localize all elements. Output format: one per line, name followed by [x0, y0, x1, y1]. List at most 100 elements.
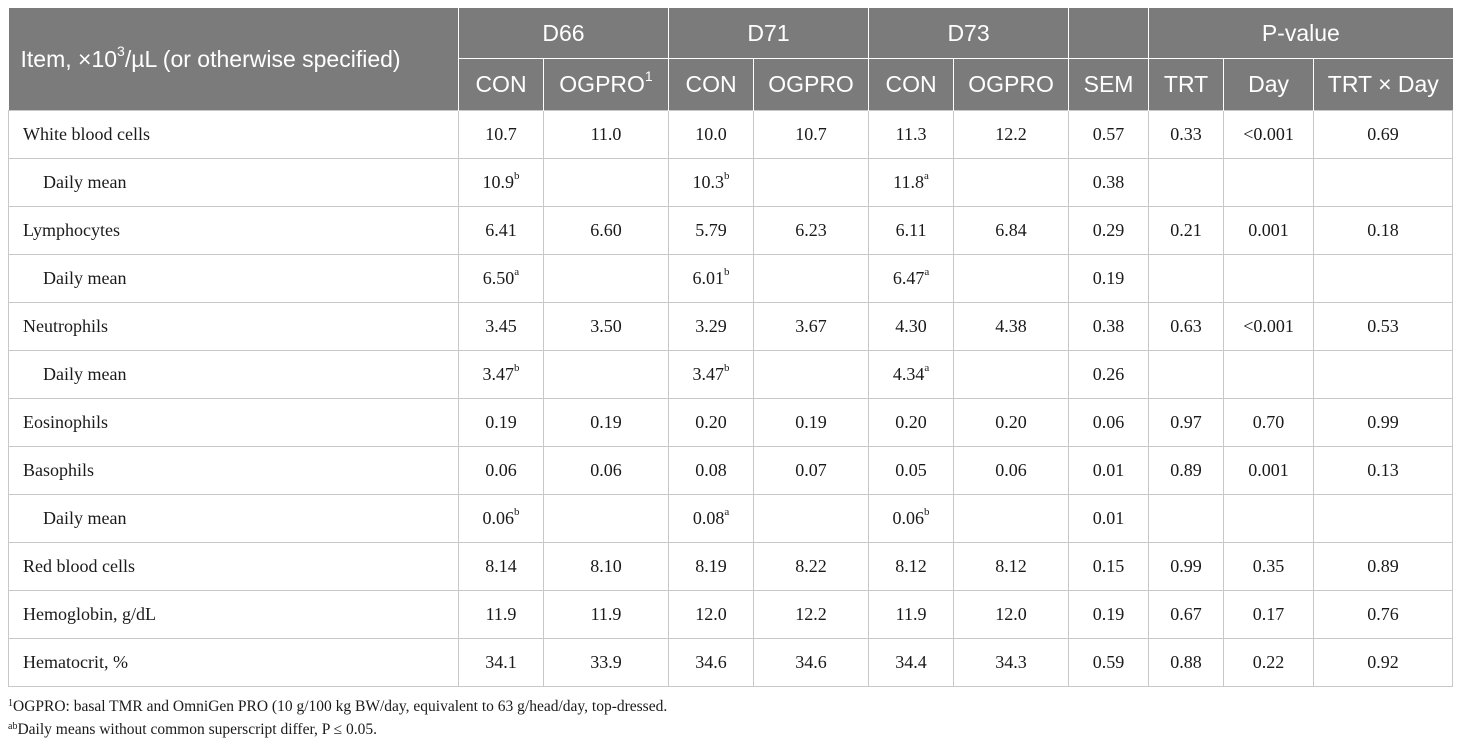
table-cell — [753, 494, 870, 543]
table-cell: 8.10 — [542, 542, 670, 591]
table-cell: 0.01 — [1068, 446, 1150, 495]
table-row: Daily mean 3.47b 3.47b 4.34a 0.26 — [8, 350, 1454, 399]
table-cell: 0.88 — [1148, 638, 1225, 687]
row-label: Daily mean — [8, 254, 459, 303]
table-cell: 0.20 — [868, 398, 955, 447]
table-cell: 0.70 — [1223, 398, 1315, 447]
table-cell: 8.12 — [868, 542, 955, 591]
cell-value: 0.001 — [1248, 460, 1289, 480]
table-cell — [542, 254, 670, 303]
table-cell: 0.08 — [668, 446, 755, 495]
table-cell: 0.33 — [1148, 110, 1225, 159]
cell-superscript: a — [924, 362, 930, 374]
table-cell: 0.06 — [953, 446, 1070, 495]
cell-value: 0.33 — [1170, 124, 1202, 144]
cell-value: 0.70 — [1252, 412, 1285, 432]
table-cell: 6.01b — [668, 254, 755, 303]
cell-value: 0.92 — [1367, 652, 1399, 672]
cell-value: 8.12 — [895, 556, 927, 576]
cell-value: 0.26 — [1092, 364, 1125, 384]
cell-value: 0.21 — [1170, 220, 1202, 240]
table-cell: 6.60 — [542, 206, 670, 255]
table-cell: 3.50 — [542, 302, 670, 351]
cell-value: 0.29 — [1092, 220, 1125, 240]
table-cell: 0.07 — [753, 446, 870, 495]
cell-value: 0.06 — [590, 460, 622, 480]
table-cell — [542, 350, 670, 399]
cell-value: 34.3 — [995, 652, 1027, 672]
cell-value: 0.08 — [692, 508, 725, 528]
cell-superscript: b — [514, 506, 520, 518]
table-row: White blood cells 10.7 11.0 10.0 10.7 11.3 12.… — [8, 110, 1454, 159]
cell-value: 0.59 — [1092, 652, 1125, 672]
table-cell: 4.30 — [868, 302, 955, 351]
cell-value: 4.38 — [995, 316, 1027, 336]
cell-value: 10.0 — [695, 124, 727, 144]
cell-value: 6.41 — [485, 220, 517, 240]
table-cell: <0.001 — [1223, 302, 1315, 351]
table-cell: 0.13 — [1313, 446, 1454, 495]
table-cell: 3.29 — [668, 302, 755, 351]
cell-value: 6.50 — [482, 268, 515, 288]
table-cell: 8.22 — [753, 542, 870, 591]
table-cell: 0.17 — [1223, 590, 1315, 639]
table-cell: 11.9 — [868, 590, 955, 639]
cell-value: <0.001 — [1243, 316, 1294, 336]
cell-value: <0.001 — [1243, 124, 1294, 144]
cell-superscript: a — [924, 170, 929, 182]
table-row: Basophils 0.06 0.06 0.08 0.07 0.05 0.06 0.01 0.8… — [8, 446, 1454, 495]
cell-value: 10.7 — [795, 124, 827, 144]
cell-value: 12.0 — [995, 604, 1027, 624]
row-label: Neutrophils — [8, 302, 459, 351]
table-cell — [1148, 158, 1225, 207]
cell-value: 0.20 — [995, 412, 1027, 432]
table-cell: 0.57 — [1068, 110, 1150, 159]
table-cell — [542, 158, 670, 207]
table-cell: 10.7 — [753, 110, 870, 159]
cell-value: 6.84 — [995, 220, 1027, 240]
col-header-trt: TRT — [1148, 58, 1225, 111]
table-cell: 0.001 — [1223, 206, 1315, 255]
row-label: White blood cells — [8, 110, 459, 159]
table-cell: 3.47b — [458, 350, 544, 399]
table-row: Hematocrit, % 34.1 33.9 34.6 34.6 34.4 34.3 0.5… — [8, 638, 1454, 687]
col-header-d71-ogpro: OGPRO — [753, 58, 870, 111]
cell-value: 3.45 — [485, 316, 517, 336]
table-cell: 0.38 — [1068, 302, 1150, 351]
table-cell — [753, 350, 870, 399]
table-cell: 0.69 — [1313, 110, 1454, 159]
cell-value: 0.76 — [1367, 604, 1399, 624]
table-container: Item, ×103/µL (or otherwise specified) D… — [8, 8, 1454, 741]
cell-value: 33.9 — [590, 652, 622, 672]
cell-value: 0.19 — [485, 412, 517, 432]
table-cell: 10.7 — [458, 110, 544, 159]
table-cell — [953, 158, 1070, 207]
cell-value: 10.9 — [482, 172, 515, 192]
table-cell: 11.8a — [868, 158, 955, 207]
table-cell: 0.53 — [1313, 302, 1454, 351]
cell-value: 0.97 — [1170, 412, 1202, 432]
cell-value: 11.3 — [895, 124, 927, 144]
table-cell — [953, 254, 1070, 303]
cell-value: 0.89 — [1367, 556, 1399, 576]
item-column-header: Item, ×103/µL (or otherwise specified) — [8, 8, 459, 111]
table-cell: 0.97 — [1148, 398, 1225, 447]
cell-value: 0.06 — [485, 460, 517, 480]
table-cell: 12.0 — [953, 590, 1070, 639]
table-cell — [1148, 254, 1225, 303]
cell-value: 34.6 — [795, 652, 827, 672]
table-cell: 0.06 — [458, 446, 544, 495]
table-cell: 11.3 — [868, 110, 955, 159]
table-cell: 0.06b — [868, 494, 955, 543]
table-cell: 12.0 — [668, 590, 755, 639]
table-cell: 12.2 — [953, 110, 1070, 159]
table-cell — [1223, 158, 1315, 207]
table-cell: 12.2 — [753, 590, 870, 639]
cell-value: 3.47 — [482, 364, 515, 384]
cell-value: 6.23 — [795, 220, 827, 240]
row-label: Lymphocytes — [8, 206, 459, 255]
table-cell: 0.06 — [1068, 398, 1150, 447]
cell-value: 0.07 — [795, 460, 827, 480]
table-cell: 3.47b — [668, 350, 755, 399]
table-cell: 3.45 — [458, 302, 544, 351]
